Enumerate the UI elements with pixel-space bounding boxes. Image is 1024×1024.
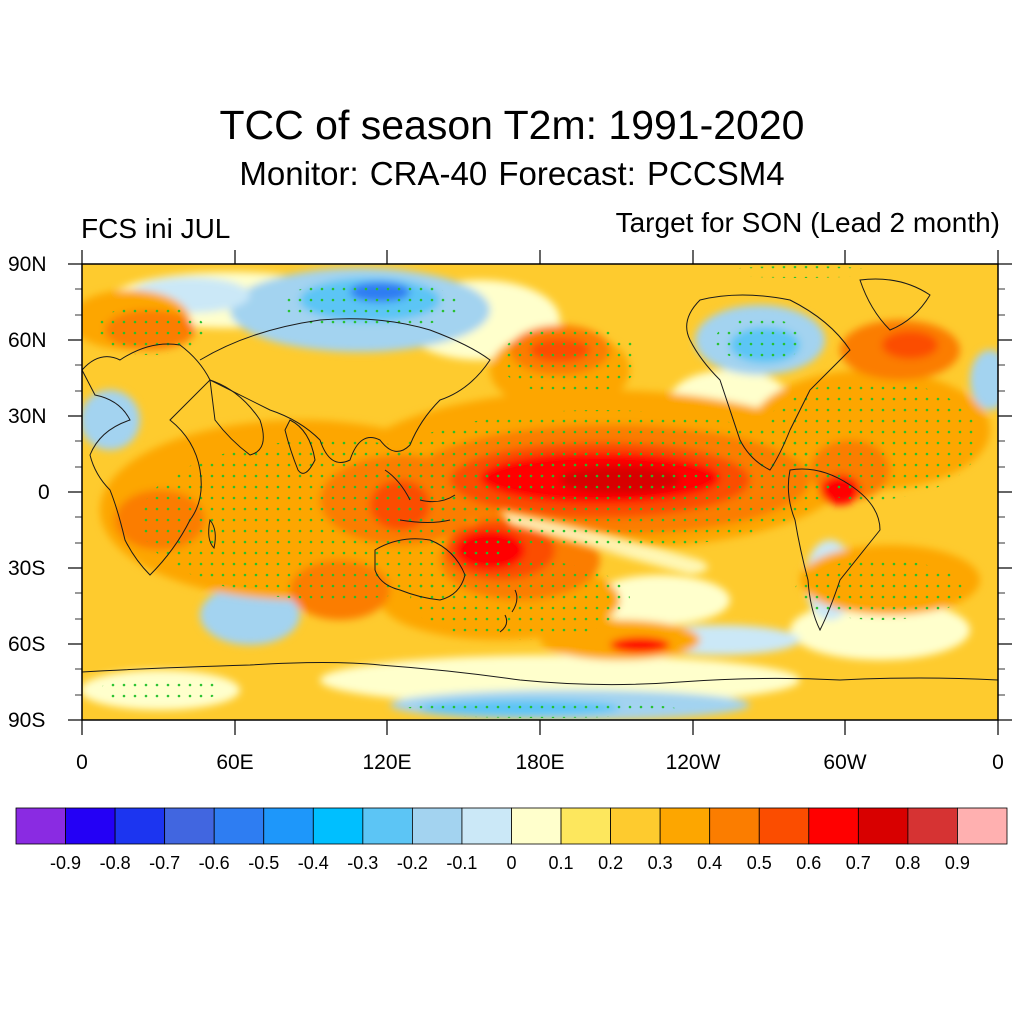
colorbar-label: 0.5 [746,853,772,873]
chart-subtitle: Monitor: CRA-40 Forecast: PCCSM4 [239,155,785,192]
lon-label-0: 0 [76,751,88,774]
colorbar-box [957,807,1008,845]
coastlines [82,278,998,686]
colorbar-box [213,807,265,845]
colorbar-label: -0.6 [198,853,230,873]
axis-ticks [68,250,1012,735]
colorbar-box [808,807,859,845]
colorbar-box [312,807,364,845]
map-field [82,264,998,720]
colorbar-label: 0.9 [944,853,970,873]
colorbar-box [511,807,562,845]
colorbar-box [114,807,166,845]
colorbar-box [610,807,661,845]
colorbar-box [65,807,116,845]
colorbar-box [659,807,711,845]
colorbar-label: 0 [506,853,517,873]
lon-label-360: 0 [992,751,1004,774]
colorbar-box [857,807,909,845]
colorbar-label: 0.7 [845,853,871,873]
colorbar-box [164,807,215,845]
lon-label-120e: 120E [362,751,412,774]
lon-label-60w: 60W [823,751,867,774]
colorbar-box [709,807,760,845]
init-label: FCS ini JUL [81,213,231,244]
colorbar [15,807,1008,845]
lat-label-60n: 60N [8,329,47,352]
colorbar-box [263,807,314,845]
colorbar-box [15,807,66,845]
colorbar-box [907,807,958,845]
lat-label-30s: 30S [8,557,46,580]
colorbar-label: -0.7 [149,853,181,873]
lat-label-60s: 60S [8,633,46,656]
colorbar-box [461,807,512,845]
colorbar-label: 0.1 [548,853,574,873]
colorbar-label: -0.4 [297,853,329,873]
colorbar-box [362,807,413,845]
colorbar-label: -0.1 [446,853,478,873]
colorbar-label: 0.8 [895,853,921,873]
lon-label-180e: 180E [515,751,565,774]
lat-label-90s: 90S [8,709,46,732]
colorbar-label: -0.8 [99,853,131,873]
colorbar-label: 0.6 [796,853,822,873]
chart-title: TCC of season T2m: 1991-2020 [219,102,805,148]
target-label: Target for SON (Lead 2 month) [615,207,1000,238]
lon-label-120w: 120W [665,751,721,774]
colorbar-label: -0.3 [347,853,379,873]
colorbar-label: 0.2 [598,853,624,873]
colorbar-box [560,807,611,845]
colorbar-label: -0.2 [396,853,428,873]
colorbar-label: 0.4 [697,853,723,873]
colorbar-box [758,807,810,845]
colorbar-label: 0.3 [647,853,673,873]
lat-label-90n: 90N [8,253,47,276]
lon-label-60e: 60E [216,751,254,774]
minor-ticks [75,288,1005,696]
colorbar-label: -0.9 [49,853,82,873]
colorbar-label: -0.5 [248,853,280,873]
lat-label-30n: 30N [8,405,47,428]
lat-label-eq: 0 [38,481,50,504]
colorbar-box [411,807,463,845]
